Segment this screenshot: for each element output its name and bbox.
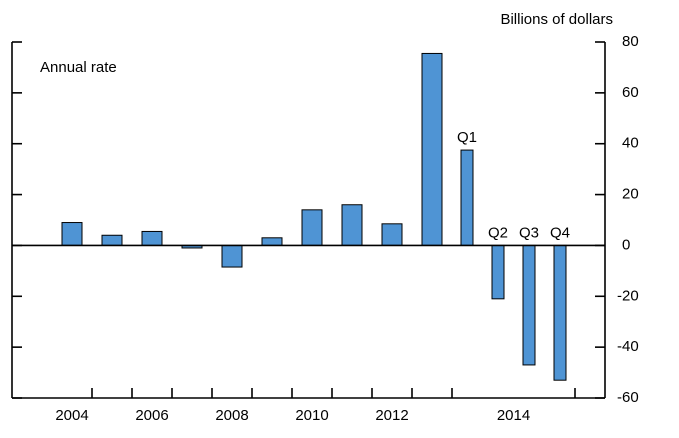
x-tick-label: 2004 — [55, 407, 88, 424]
bar — [301, 209, 323, 246]
y-axis-label: Billions of dollars — [500, 11, 613, 28]
bar — [61, 222, 83, 246]
category-label: Q2 — [488, 224, 508, 241]
bar — [491, 244, 505, 300]
bar — [261, 237, 283, 246]
x-tick-label: 2014 — [497, 407, 530, 424]
x-tick-label: 2006 — [135, 407, 168, 424]
bar — [460, 149, 474, 246]
annotation: Annual rate — [40, 59, 117, 76]
bar — [381, 223, 403, 246]
bar — [341, 204, 363, 246]
y-tick-label: 0 — [622, 236, 630, 253]
x-tick-label: 2012 — [375, 407, 408, 424]
bar — [522, 244, 536, 366]
category-label: Q1 — [457, 129, 477, 146]
category-label: Q3 — [519, 224, 539, 241]
y-tick-label: 40 — [622, 135, 639, 152]
bar — [221, 244, 243, 268]
y-tick-label: 60 — [622, 84, 639, 101]
x-tick-label: 2010 — [295, 407, 328, 424]
y-tick-label: -40 — [617, 338, 639, 355]
y-tick-label: -20 — [617, 287, 639, 304]
bar — [141, 230, 163, 246]
x-tick-label: 2008 — [215, 407, 248, 424]
category-label: Q4 — [550, 224, 570, 241]
bar — [553, 244, 567, 381]
bar — [101, 234, 123, 246]
y-tick-label: 80 — [622, 33, 639, 50]
bar — [421, 52, 443, 246]
y-tick-label: 20 — [622, 186, 639, 203]
y-tick-label: -60 — [617, 389, 639, 406]
